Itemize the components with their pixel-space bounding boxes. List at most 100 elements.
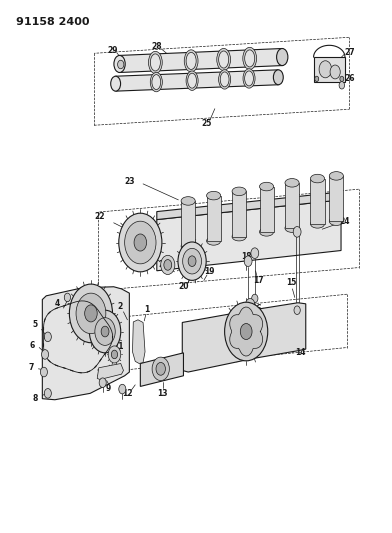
Circle shape	[44, 389, 51, 398]
Ellipse shape	[150, 54, 160, 71]
Text: 16: 16	[252, 304, 262, 312]
Ellipse shape	[186, 52, 196, 69]
Text: 29: 29	[108, 46, 118, 54]
Circle shape	[101, 326, 109, 337]
Circle shape	[245, 302, 251, 311]
Text: 10: 10	[87, 334, 97, 342]
Polygon shape	[116, 70, 278, 91]
Text: 24: 24	[339, 217, 349, 225]
Ellipse shape	[207, 237, 221, 245]
Circle shape	[118, 60, 124, 69]
Circle shape	[125, 221, 156, 264]
Ellipse shape	[217, 49, 230, 70]
Circle shape	[42, 350, 49, 359]
Ellipse shape	[310, 174, 325, 183]
Text: 12: 12	[122, 389, 132, 398]
Text: 4: 4	[54, 300, 60, 308]
Ellipse shape	[243, 69, 255, 88]
Circle shape	[294, 306, 300, 314]
Circle shape	[99, 378, 106, 387]
Circle shape	[89, 310, 121, 353]
Text: 28: 28	[151, 43, 162, 51]
Text: 5: 5	[33, 320, 38, 328]
Ellipse shape	[260, 228, 274, 236]
Circle shape	[251, 248, 259, 259]
Circle shape	[339, 82, 345, 89]
Circle shape	[156, 362, 165, 375]
Text: 25: 25	[202, 119, 212, 128]
Text: 2: 2	[117, 302, 122, 311]
Text: 13: 13	[158, 389, 168, 398]
Polygon shape	[182, 303, 306, 372]
Polygon shape	[329, 176, 343, 221]
Circle shape	[119, 384, 126, 394]
Circle shape	[85, 305, 97, 322]
Ellipse shape	[260, 182, 274, 191]
Circle shape	[161, 255, 175, 274]
Circle shape	[293, 227, 301, 237]
Text: 19: 19	[205, 268, 215, 276]
Circle shape	[76, 293, 106, 334]
Circle shape	[164, 260, 172, 270]
Circle shape	[340, 76, 344, 82]
Circle shape	[134, 234, 147, 251]
Ellipse shape	[219, 51, 229, 68]
Ellipse shape	[186, 71, 198, 91]
Polygon shape	[207, 196, 221, 241]
Circle shape	[111, 350, 118, 359]
Circle shape	[319, 61, 332, 78]
Polygon shape	[232, 191, 246, 237]
Text: 6: 6	[30, 341, 35, 350]
Ellipse shape	[188, 73, 196, 88]
Text: 3: 3	[83, 295, 88, 304]
Polygon shape	[42, 287, 129, 400]
Circle shape	[245, 298, 255, 311]
Ellipse shape	[184, 50, 198, 72]
Polygon shape	[230, 307, 263, 356]
Polygon shape	[119, 49, 283, 72]
Ellipse shape	[232, 187, 246, 196]
Circle shape	[225, 302, 268, 361]
Polygon shape	[97, 364, 123, 379]
Circle shape	[108, 346, 121, 363]
Circle shape	[95, 318, 115, 345]
Polygon shape	[157, 192, 341, 220]
Ellipse shape	[181, 242, 195, 251]
Ellipse shape	[310, 220, 325, 228]
Circle shape	[40, 367, 47, 377]
Polygon shape	[260, 187, 274, 232]
Ellipse shape	[181, 197, 195, 205]
Polygon shape	[140, 353, 183, 386]
Text: 91158 2400: 91158 2400	[16, 17, 89, 27]
Text: 22: 22	[95, 213, 105, 221]
Ellipse shape	[111, 76, 121, 91]
Ellipse shape	[245, 50, 255, 67]
Text: 14: 14	[295, 349, 305, 357]
Text: 11: 11	[113, 342, 123, 351]
Ellipse shape	[285, 179, 299, 187]
Polygon shape	[132, 320, 145, 364]
Text: 23: 23	[124, 177, 134, 185]
Ellipse shape	[207, 191, 221, 200]
Text: 21: 21	[159, 260, 169, 269]
Circle shape	[64, 293, 71, 302]
Text: 15: 15	[286, 278, 296, 287]
Text: 21: 21	[97, 369, 107, 377]
Text: 18: 18	[241, 253, 252, 261]
Ellipse shape	[150, 72, 162, 92]
Circle shape	[240, 324, 252, 340]
Polygon shape	[157, 200, 341, 271]
Circle shape	[232, 312, 260, 351]
Ellipse shape	[329, 217, 343, 225]
Ellipse shape	[277, 49, 288, 66]
Text: 1: 1	[144, 305, 150, 313]
Circle shape	[183, 248, 201, 274]
Ellipse shape	[232, 232, 246, 241]
Circle shape	[330, 65, 340, 79]
Circle shape	[188, 256, 196, 266]
Circle shape	[244, 256, 252, 266]
Polygon shape	[285, 183, 299, 228]
Ellipse shape	[114, 55, 125, 72]
Ellipse shape	[285, 224, 299, 232]
Ellipse shape	[273, 70, 283, 85]
